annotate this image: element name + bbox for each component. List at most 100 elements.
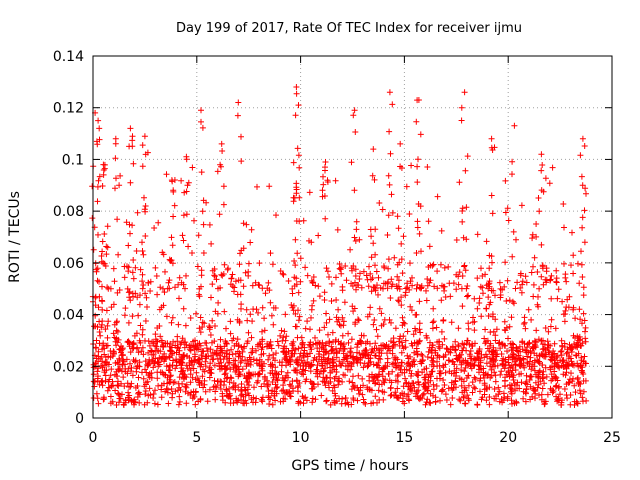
- data-point: [266, 183, 273, 190]
- data-point: [319, 187, 326, 194]
- data-point: [396, 338, 402, 345]
- y-tick-label: 0: [75, 411, 84, 427]
- data-point: [142, 388, 149, 394]
- data-point: [554, 363, 561, 370]
- data-point: [402, 289, 409, 296]
- data-point: [557, 348, 564, 355]
- data-point: [96, 329, 103, 335]
- data-point: [272, 381, 279, 388]
- y-tick-label: 0.04: [53, 308, 84, 324]
- data-point: [328, 280, 335, 287]
- data-point: [437, 397, 443, 404]
- data-point: [265, 356, 272, 363]
- data-point: [139, 142, 146, 149]
- data-point: [324, 177, 331, 184]
- data-point: [320, 343, 327, 350]
- data-point: [150, 391, 157, 397]
- data-point: [434, 285, 441, 292]
- data-point: [113, 335, 120, 342]
- data-point: [480, 290, 486, 297]
- data-point: [212, 273, 218, 280]
- data-point: [423, 371, 430, 378]
- data-point: [155, 382, 162, 389]
- data-point: [329, 387, 336, 394]
- data-point: [464, 293, 471, 300]
- data-point: [541, 341, 548, 348]
- data-point: [154, 338, 161, 345]
- plot-frame: [92, 55, 613, 419]
- data-point: [370, 321, 377, 328]
- data-point: [207, 332, 214, 338]
- data-point: [142, 203, 149, 209]
- data-point: [113, 327, 120, 334]
- data-point: [342, 263, 349, 269]
- data-point: [581, 317, 588, 324]
- data-point: [292, 112, 299, 119]
- data-point: [167, 373, 174, 380]
- data-point: [198, 272, 205, 279]
- data-point: [504, 205, 511, 212]
- data-point: [213, 347, 220, 354]
- data-point: [526, 339, 533, 346]
- data-point: [539, 265, 546, 272]
- data-point: [388, 191, 395, 198]
- data-point: [488, 135, 495, 142]
- data-point: [183, 362, 190, 369]
- data-point: [150, 351, 157, 358]
- data-point: [127, 349, 134, 356]
- data-point: [371, 176, 378, 183]
- data-point: [339, 332, 346, 339]
- data-point: [373, 374, 380, 381]
- data-point: [169, 390, 176, 397]
- data-point: [342, 395, 349, 401]
- data-point: [485, 281, 492, 288]
- data-point: [414, 281, 421, 288]
- data-point: [167, 372, 174, 379]
- data-point: [321, 289, 328, 296]
- data-point: [94, 368, 101, 375]
- data-point: [523, 279, 530, 286]
- data-point: [223, 350, 230, 357]
- data-point: [267, 299, 274, 306]
- data-point: [491, 395, 498, 402]
- data-point: [240, 283, 247, 290]
- data-point: [343, 355, 350, 362]
- data-point: [397, 163, 404, 170]
- data-point: [334, 226, 341, 233]
- data-point: [366, 386, 373, 393]
- data-point: [561, 318, 568, 325]
- data-point: [536, 392, 542, 399]
- data-point: [492, 292, 498, 299]
- data-point: [287, 393, 294, 400]
- data-point: [346, 378, 353, 385]
- data-point: [166, 277, 173, 284]
- data-point: [540, 337, 546, 344]
- data-point: [508, 371, 515, 378]
- data-point: [280, 348, 287, 355]
- data-point: [379, 206, 386, 213]
- data-point: [458, 382, 465, 389]
- data-point: [115, 251, 122, 258]
- data-point: [462, 167, 469, 174]
- data-point: [95, 400, 102, 407]
- data-point: [549, 164, 556, 171]
- data-point: [363, 347, 370, 354]
- data-point: [287, 361, 294, 368]
- data-point: [576, 306, 583, 313]
- data-point: [455, 343, 462, 350]
- data-point: [310, 357, 317, 364]
- data-point: [502, 327, 509, 334]
- data-point: [359, 391, 366, 398]
- data-point: [414, 163, 421, 170]
- data-point: [100, 171, 107, 178]
- data-point: [466, 351, 473, 358]
- data-point: [581, 353, 588, 360]
- data-point: [94, 375, 101, 382]
- data-point: [269, 379, 276, 385]
- data-point: [244, 357, 251, 364]
- data-point: [292, 310, 299, 317]
- data-point: [399, 270, 406, 277]
- data-point: [277, 268, 284, 274]
- data-point: [567, 401, 574, 408]
- data-point: [553, 382, 560, 389]
